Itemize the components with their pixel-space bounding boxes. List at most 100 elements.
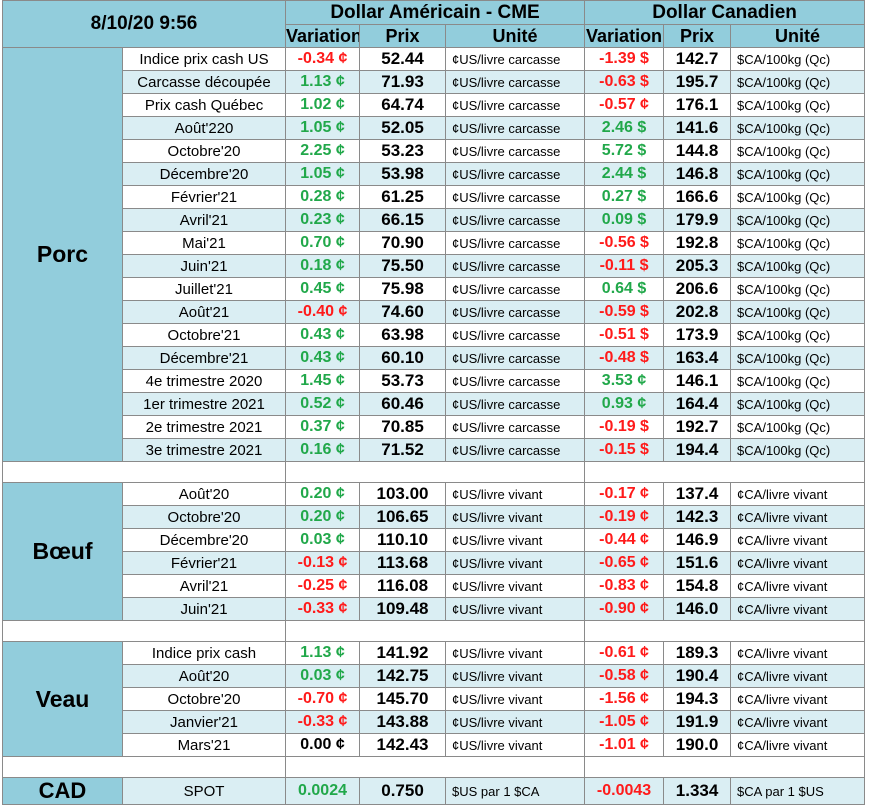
cad-variation: -1.39 $ [584, 47, 665, 71]
cad-group-title: Dollar Canadien [584, 0, 866, 25]
cad-price: 144.8 [663, 139, 732, 163]
usd-unit: ¢US/livre vivant [445, 528, 586, 552]
usd-variation: 1.13 ¢ [285, 641, 361, 665]
cad-unit: $CA/100kg (Qc) [730, 139, 866, 163]
usd-unit: ¢US/livre carcasse [445, 392, 586, 416]
usd-price: 116.08 [359, 574, 447, 598]
usd-unit: ¢US/livre carcasse [445, 162, 586, 186]
usd-variation: 0.43 ¢ [285, 323, 361, 347]
cad-unit: $CA/100kg (Qc) [730, 369, 866, 393]
usd-unit: ¢US/livre vivant [445, 687, 586, 711]
cad-unit: ¢CA/livre vivant [730, 482, 866, 506]
usd-variation: -0.70 ¢ [285, 687, 361, 711]
usd-unit: ¢US/livre vivant [445, 597, 586, 621]
cad-unit: $CA par 1 $US [730, 777, 866, 805]
usd-price: 53.98 [359, 162, 447, 186]
contract-name: Février'21 [121, 185, 287, 209]
usd-variation: 1.02 ¢ [285, 93, 361, 117]
cad-unit-header: Unité [730, 24, 866, 48]
section-spacer [1, 620, 866, 642]
table-row: Août'21 -0.40 ¢ 74.60 ¢US/livre carcasse -0.… [3, 300, 866, 324]
usd-variation: 1.05 ¢ [285, 116, 361, 140]
cad-unit: ¢CA/livre vivant [730, 710, 866, 734]
usd-variation: 0.23 ¢ [285, 208, 361, 232]
cad-unit: ¢CA/livre vivant [730, 574, 866, 598]
contract-name: Mai'21 [121, 231, 287, 255]
cad-unit: ¢CA/livre vivant [730, 597, 866, 621]
spacer-cell [584, 461, 866, 483]
usd-variation: 0.28 ¢ [285, 185, 361, 209]
usd-unit: ¢US/livre carcasse [445, 185, 586, 209]
usd-price: 106.65 [359, 505, 447, 529]
cad-variation: -0.61 ¢ [584, 641, 665, 665]
contract-name: Juin'21 [121, 597, 287, 621]
cad-spot-row: CAD SPOT 0.0024 0.750 $US par 1 $CA -0.0043 1.… [2, 777, 866, 805]
table-row: Décembre'20 0.03 ¢ 110.10 ¢US/livre vivant -… [3, 528, 866, 552]
table-row: Octobre'20 0.20 ¢ 106.65 ¢US/livre vivant -0… [3, 505, 866, 529]
usd-variation: 0.43 ¢ [285, 346, 361, 370]
table-row: Porc Indice prix cash US -0.34 ¢ 52.44 ¢US/l… [2, 47, 866, 462]
contract-name: Octobre'21 [121, 323, 287, 347]
cad-price: 146.8 [663, 162, 732, 186]
usd-variation: 0.03 ¢ [285, 528, 361, 552]
cad-variation: -0.58 ¢ [584, 664, 665, 688]
contract-name: 2e trimestre 2021 [121, 415, 287, 439]
cad-variation: -0.59 $ [584, 300, 665, 324]
category-label: Bœuf [2, 482, 123, 621]
cad-variation: -1.56 ¢ [584, 687, 665, 711]
cad-variation: 5.72 $ [584, 139, 665, 163]
cad-unit: $CA/100kg (Qc) [730, 116, 866, 140]
contract-name: Août'21 [121, 300, 287, 324]
cad-price: 194.4 [663, 438, 732, 462]
cad-unit: $CA/100kg (Qc) [730, 277, 866, 301]
usd-variation: -0.13 ¢ [285, 551, 361, 575]
cad-price: 146.1 [663, 369, 732, 393]
cad-price: 205.3 [663, 254, 732, 278]
usd-unit: ¢US/livre vivant [445, 505, 586, 529]
table-row: Veau Indice prix cash 1.13 ¢ 141.92 ¢US/livr… [2, 641, 866, 757]
cad-price: 146.0 [663, 597, 732, 621]
usd-variation: 0.45 ¢ [285, 277, 361, 301]
table-row: 1er trimestre 2021 0.52 ¢ 60.46 ¢US/livre c… [3, 392, 866, 416]
table-row: Carcasse découpée 1.13 ¢ 71.93 ¢US/livre ca… [3, 70, 866, 94]
usd-unit: ¢US/livre carcasse [445, 208, 586, 232]
table-row: Janvier'21 -0.33 ¢ 143.88 ¢US/livre vivant -… [3, 710, 866, 734]
usd-unit: ¢US/livre vivant [445, 482, 586, 506]
usd-variation: -0.33 ¢ [285, 710, 361, 734]
cad-unit: $CA/100kg (Qc) [730, 231, 866, 255]
usd-price: 70.85 [359, 415, 447, 439]
cad-variation: 2.44 $ [584, 162, 665, 186]
cad-price: 176.1 [663, 93, 732, 117]
usd-variation: -0.40 ¢ [285, 300, 361, 324]
usd-unit: ¢US/livre carcasse [445, 93, 586, 117]
usd-price: 60.46 [359, 392, 447, 416]
cad-variation: -1.01 ¢ [584, 733, 665, 757]
cad-variation: -0.0043 [584, 777, 665, 805]
cad-price: 137.4 [663, 482, 732, 506]
cad-unit: $CA/100kg (Qc) [730, 162, 866, 186]
table-row: Décembre'20 1.05 ¢ 53.98 ¢US/livre carcasse… [3, 162, 866, 186]
usd-unit: ¢US/livre carcasse [445, 231, 586, 255]
usd-price: 52.05 [359, 116, 447, 140]
table-row: Août'20 0.03 ¢ 142.75 ¢US/livre vivant -0.58… [3, 664, 866, 688]
cad-variation: -0.57 ¢ [584, 93, 665, 117]
header-row-columns: Variation Prix Unité Variation Prix Unit… [3, 24, 866, 48]
spacer-cell [285, 620, 586, 642]
cad-unit: $CA/100kg (Qc) [730, 415, 866, 439]
usd-price: 141.92 [359, 641, 447, 665]
table-row: Mars'21 0.00 ¢ 142.43 ¢US/livre vivant -1.01… [3, 733, 866, 757]
cad-price: 190.4 [663, 664, 732, 688]
cad-unit: ¢CA/livre vivant [730, 528, 866, 552]
cad-price: 142.3 [663, 505, 732, 529]
cad-variation: -0.63 $ [584, 70, 665, 94]
contract-name: Août'20 [121, 664, 287, 688]
table-row: Octobre'20 2.25 ¢ 53.23 ¢US/livre carcasse 5… [3, 139, 866, 163]
table-row: 2e trimestre 2021 0.37 ¢ 70.85 ¢US/livre ca… [3, 415, 866, 439]
usd-price: 66.15 [359, 208, 447, 232]
cad-variation: -0.15 $ [584, 438, 665, 462]
usd-unit: ¢US/livre vivant [445, 641, 586, 665]
contract-name: 1er trimestre 2021 [121, 392, 287, 416]
cad-variation: -0.19 ¢ [584, 505, 665, 529]
contract-name: Février'21 [121, 551, 287, 575]
